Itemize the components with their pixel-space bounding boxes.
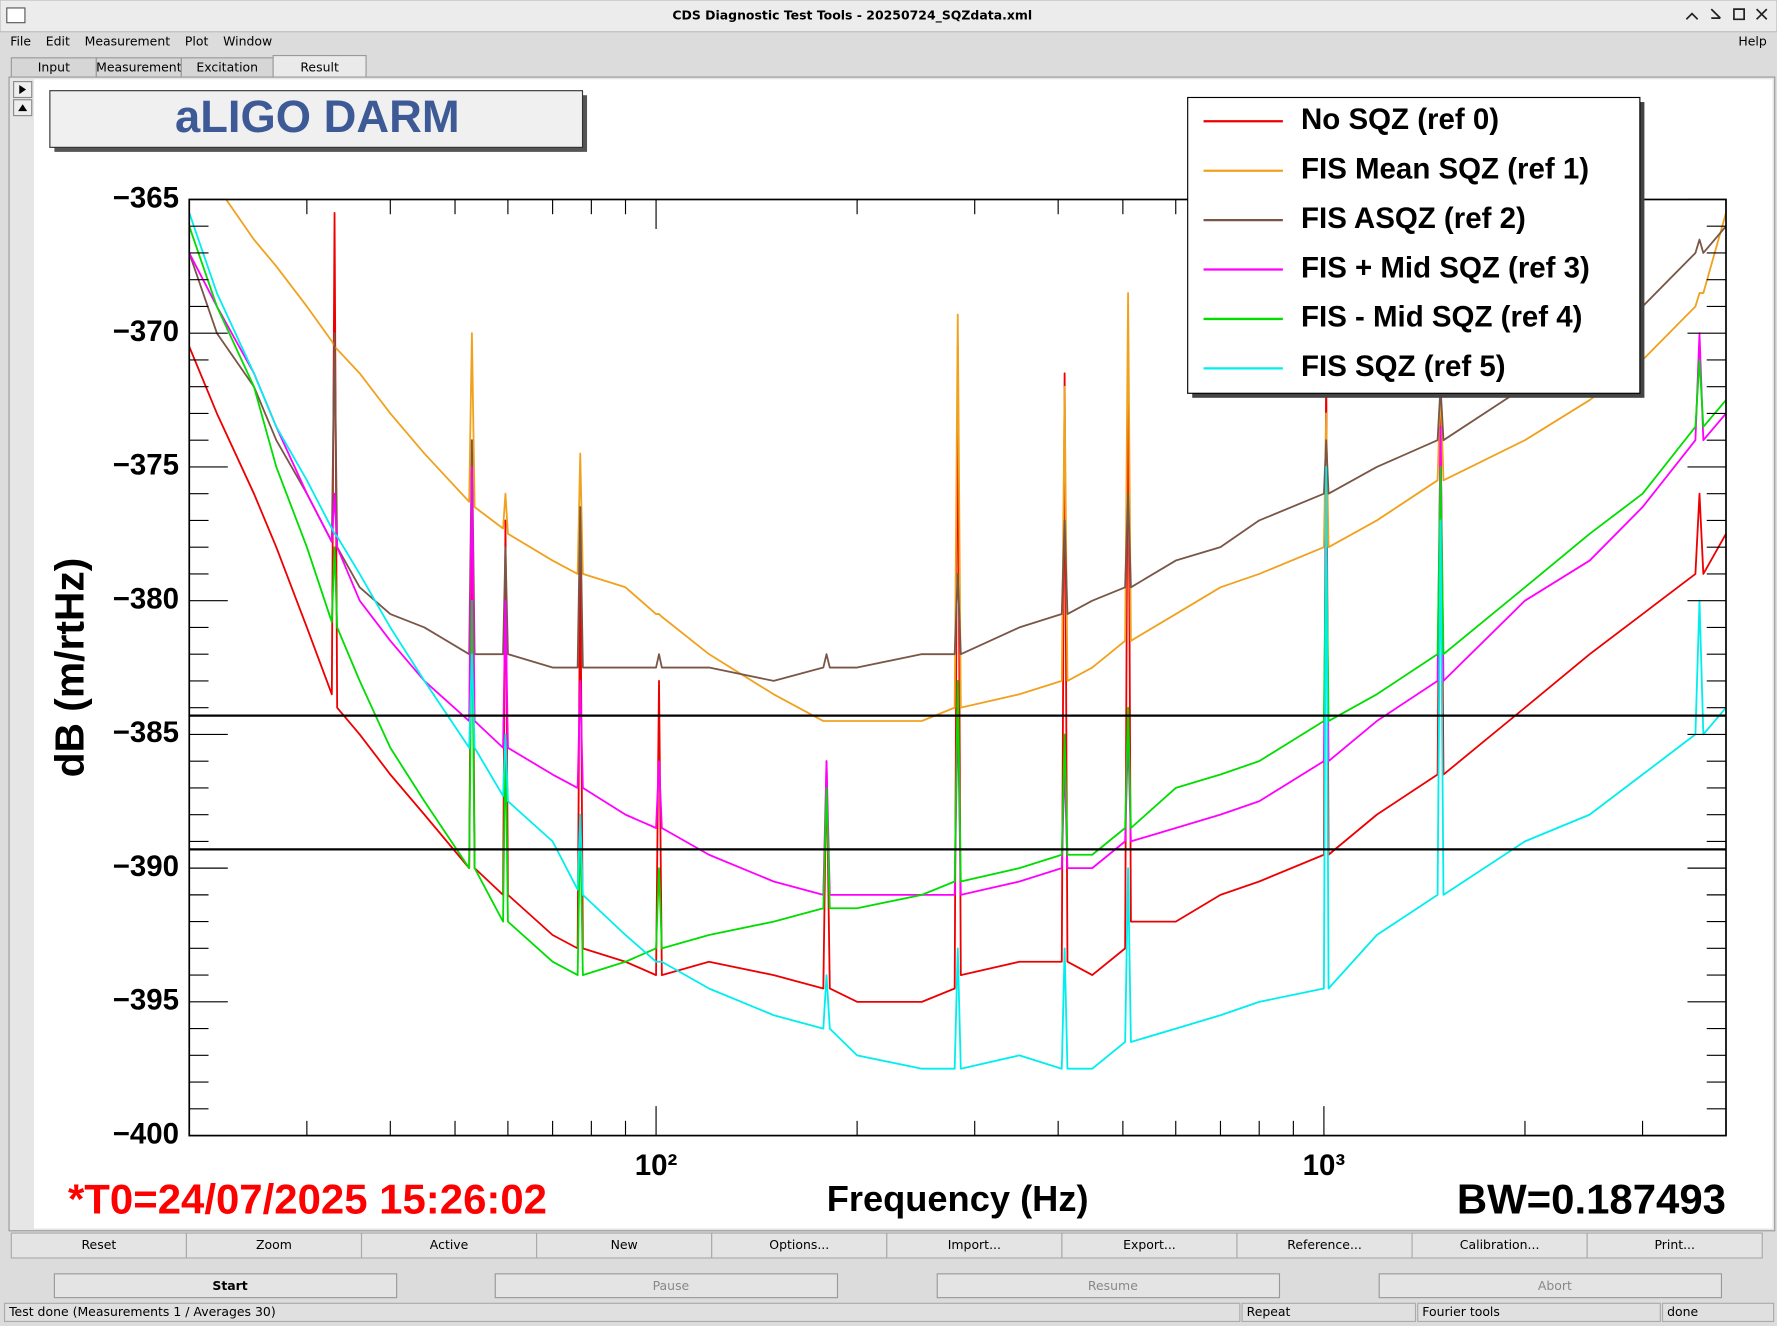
legend-label: FIS Mean SQZ (ref 1) bbox=[1301, 152, 1589, 185]
button-label[interactable]: Export... bbox=[1123, 1237, 1176, 1252]
tab-label[interactable]: Measurement bbox=[96, 60, 182, 75]
run-button[interactable] bbox=[494, 1273, 839, 1299]
run-button-label[interactable]: Resume bbox=[1088, 1278, 1138, 1293]
legend-label: FIS SQZ (ref 5) bbox=[1301, 350, 1506, 383]
button[interactable] bbox=[185, 1232, 363, 1259]
y-tick-label: −380 bbox=[113, 582, 179, 615]
run-button[interactable] bbox=[1378, 1273, 1723, 1299]
x-tick-label: 10² bbox=[635, 1149, 678, 1182]
window-icon bbox=[6, 7, 26, 24]
status-cell bbox=[1661, 1302, 1775, 1323]
y-tick-label: −395 bbox=[113, 984, 179, 1017]
series-line bbox=[225, 199, 1727, 722]
button[interactable] bbox=[10, 1232, 187, 1259]
status-text: Repeat bbox=[1247, 1304, 1291, 1319]
y-tick-label: −375 bbox=[113, 449, 179, 482]
button-label[interactable]: Options... bbox=[769, 1237, 829, 1252]
y-tick-label: −390 bbox=[113, 850, 179, 883]
menu-item[interactable]: Edit bbox=[46, 33, 70, 48]
tab-label[interactable]: Result bbox=[300, 60, 339, 75]
y-tick-label: −370 bbox=[113, 315, 179, 348]
tab-label[interactable]: Input bbox=[38, 60, 70, 75]
y-tick-label: −365 bbox=[113, 181, 179, 214]
status-text: Test done (Measurements 1 / Averages 30) bbox=[8, 1304, 276, 1319]
arrow-icon bbox=[18, 104, 28, 112]
series-line bbox=[189, 252, 1727, 896]
y-axis-label: dB (m/rtHz) bbox=[46, 558, 92, 778]
series-line bbox=[189, 211, 1727, 1003]
series-line bbox=[189, 225, 1727, 977]
button-label[interactable]: Calibration... bbox=[1460, 1237, 1540, 1252]
button[interactable] bbox=[360, 1232, 538, 1259]
menu-item[interactable]: Help bbox=[1738, 33, 1766, 48]
button-label[interactable]: Print... bbox=[1654, 1237, 1695, 1252]
menu-item[interactable]: File bbox=[10, 33, 31, 48]
button[interactable] bbox=[536, 1232, 713, 1259]
button-label[interactable]: Reset bbox=[81, 1237, 116, 1252]
button-label[interactable]: Zoom bbox=[256, 1237, 292, 1252]
button[interactable] bbox=[1236, 1232, 1413, 1259]
run-button-label[interactable]: Start bbox=[212, 1278, 247, 1293]
menu-item[interactable]: Plot bbox=[185, 33, 209, 48]
status-cell bbox=[3, 1302, 1241, 1323]
legend-label: No SQZ (ref 0) bbox=[1301, 103, 1499, 136]
button-label[interactable]: New bbox=[611, 1237, 638, 1252]
status-cell bbox=[1417, 1302, 1661, 1323]
button-label[interactable]: Reference... bbox=[1287, 1237, 1362, 1252]
button[interactable] bbox=[1586, 1232, 1763, 1259]
legend-label: FIS ASQZ (ref 2) bbox=[1301, 202, 1526, 235]
y-tick-label: −385 bbox=[113, 716, 179, 749]
arrow-icon bbox=[19, 85, 27, 95]
y-tick-label: −400 bbox=[113, 1117, 179, 1150]
window-title: CDS Diagnostic Test Tools - 20250724_SQZ… bbox=[672, 7, 1032, 23]
run-button-label[interactable]: Pause bbox=[653, 1278, 690, 1293]
bw-annotation: BW=0.187493 bbox=[1457, 1176, 1726, 1223]
status-cell bbox=[1241, 1302, 1417, 1323]
window-controls[interactable] bbox=[1685, 8, 1768, 21]
legend-label: FIS + Mid SQZ (ref 3) bbox=[1301, 251, 1590, 284]
plot-frame bbox=[188, 198, 1727, 1137]
run-button[interactable] bbox=[936, 1273, 1281, 1299]
legend-label: FIS - Mid SQZ (ref 4) bbox=[1301, 301, 1582, 334]
run-button-label[interactable]: Abort bbox=[1538, 1278, 1572, 1293]
x-tick-label: 10³ bbox=[1303, 1149, 1346, 1182]
status-text: Fourier tools bbox=[1422, 1304, 1500, 1319]
x-axis-label: Frequency (Hz) bbox=[827, 1178, 1089, 1219]
button[interactable] bbox=[886, 1232, 1063, 1259]
button-label[interactable]: Import... bbox=[948, 1237, 1001, 1252]
series-line bbox=[189, 225, 1727, 682]
menu-item[interactable]: Window bbox=[223, 33, 272, 48]
t0-annotation: *T0=24/07/2025 15:26:02 bbox=[68, 1176, 547, 1223]
run-button[interactable] bbox=[53, 1273, 398, 1299]
chart-title: aLIGO DARM bbox=[175, 91, 460, 142]
tab-label[interactable]: Excitation bbox=[196, 60, 258, 75]
title-bar bbox=[0, 0, 1777, 33]
legend-box bbox=[1187, 96, 1641, 394]
button-label[interactable]: Active bbox=[430, 1237, 469, 1252]
status-text: done bbox=[1667, 1304, 1698, 1319]
title-box bbox=[49, 90, 584, 148]
menu-item[interactable]: Measurement bbox=[85, 33, 171, 48]
series-line bbox=[189, 212, 1727, 1070]
